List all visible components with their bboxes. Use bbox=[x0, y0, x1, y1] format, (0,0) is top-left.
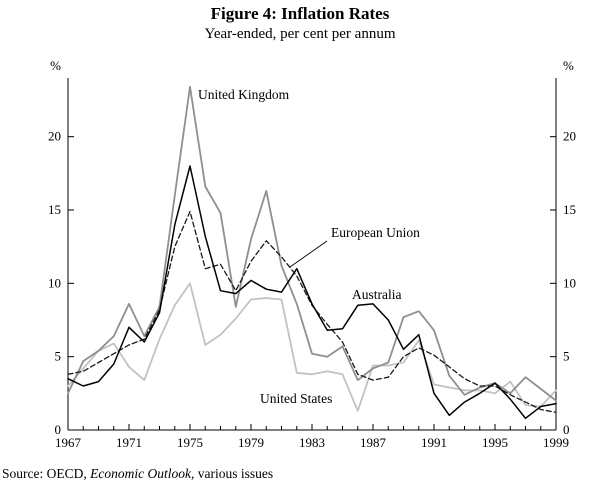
y-unit-label: % bbox=[563, 58, 574, 73]
series-australia bbox=[67, 165, 557, 420]
annotation-united-kingdom: United Kingdom bbox=[198, 87, 290, 102]
x-tick-label: 1975 bbox=[177, 435, 203, 450]
source-publication: Economic Outlook, bbox=[90, 466, 195, 481]
annotation-united-states: United States bbox=[260, 391, 333, 406]
y-tick-label: 5 bbox=[563, 349, 570, 364]
series-european-union bbox=[67, 210, 557, 414]
y-tick-label: 5 bbox=[55, 349, 62, 364]
chart-subtitle: Year-ended, per cent per annum bbox=[204, 26, 396, 42]
y-tick-label: 15 bbox=[48, 202, 61, 217]
series-united-kingdom bbox=[67, 85, 557, 402]
x-tick-label: 1971 bbox=[116, 435, 142, 450]
x-tick-label: 1991 bbox=[421, 435, 447, 450]
y-tick-label: 15 bbox=[563, 202, 576, 217]
y-unit-label: % bbox=[50, 58, 61, 73]
y-tick-label: 10 bbox=[563, 275, 576, 290]
x-tick-label: 1983 bbox=[299, 435, 325, 450]
y-tick-label: 0 bbox=[563, 422, 570, 437]
y-tick-label: 20 bbox=[563, 129, 576, 144]
y-tick-label: 10 bbox=[48, 275, 61, 290]
x-tick-label: 1967 bbox=[55, 435, 82, 450]
source-prefix: Source: OECD, bbox=[2, 466, 91, 481]
european-union-pointer-line bbox=[289, 240, 328, 268]
source-note: Source: OECD, Economic Outlook, various … bbox=[2, 466, 273, 482]
y-tick-label: 0 bbox=[55, 422, 62, 437]
x-tick-label: 1979 bbox=[238, 435, 264, 450]
chart-title: Figure 4: Inflation Rates bbox=[210, 4, 390, 23]
source-suffix: various issues bbox=[194, 466, 274, 481]
x-tick-label: 1999 bbox=[543, 435, 569, 450]
annotation-european-union: European Union bbox=[331, 225, 420, 240]
x-tick-label: 1995 bbox=[482, 435, 508, 450]
annotation-australia: Australia bbox=[352, 287, 402, 302]
y-tick-label: 20 bbox=[48, 129, 61, 144]
x-tick-label: 1987 bbox=[360, 435, 387, 450]
